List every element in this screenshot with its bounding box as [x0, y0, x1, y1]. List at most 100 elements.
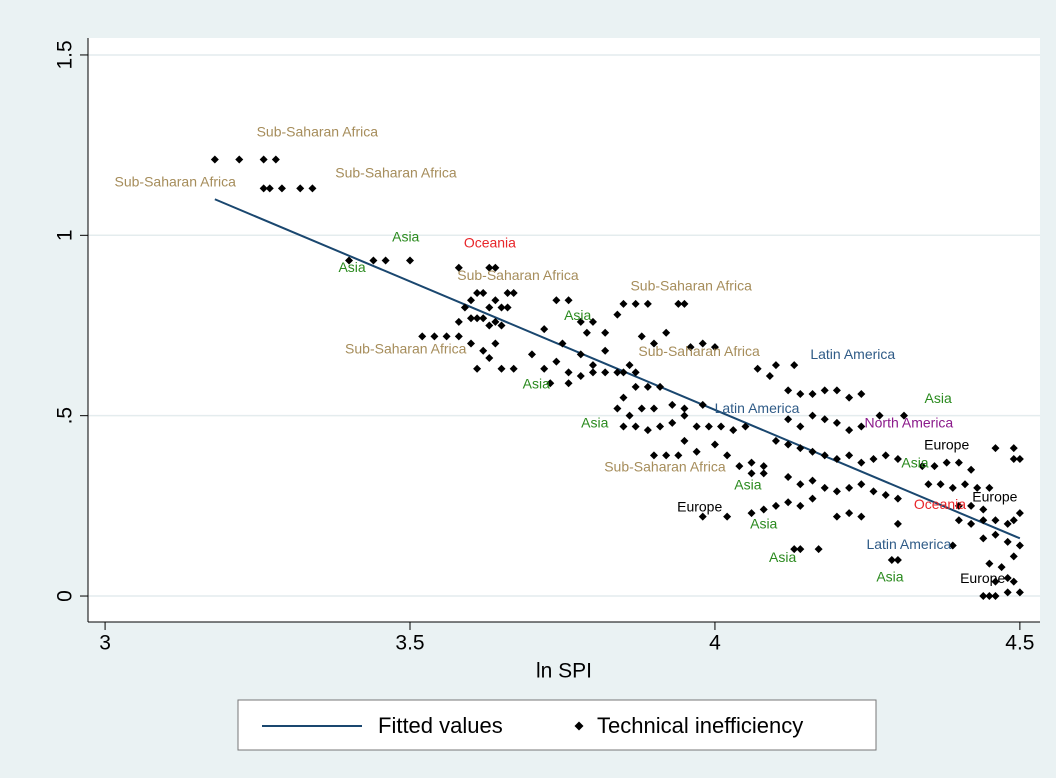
annotation: Sub-Saharan Africa — [115, 174, 237, 190]
point — [479, 289, 488, 298]
annotation: Asia — [876, 569, 903, 585]
point — [723, 451, 732, 460]
annotation: Sub-Saharan Africa — [457, 267, 579, 283]
point — [869, 454, 878, 463]
point — [698, 339, 707, 348]
annotation: Asia — [338, 259, 365, 275]
point — [631, 368, 640, 377]
legend-marker — [574, 721, 584, 731]
point — [832, 386, 841, 395]
point — [796, 545, 805, 554]
point — [625, 411, 634, 420]
point — [564, 379, 573, 388]
annotation: Asia — [392, 229, 419, 245]
point — [710, 440, 719, 449]
point — [741, 422, 750, 431]
point — [466, 339, 475, 348]
annotation: Oceania — [914, 496, 966, 512]
point — [588, 317, 597, 326]
point — [1009, 516, 1018, 525]
point — [454, 332, 463, 341]
point — [564, 296, 573, 305]
point — [613, 368, 622, 377]
point — [887, 555, 896, 564]
point — [656, 382, 665, 391]
point — [857, 390, 866, 399]
point — [991, 530, 1000, 539]
point — [345, 256, 354, 265]
point — [680, 299, 689, 308]
annotation: Asia — [581, 415, 608, 431]
point — [576, 317, 585, 326]
point — [649, 404, 658, 413]
point — [979, 534, 988, 543]
point — [979, 592, 988, 601]
point — [619, 368, 628, 377]
point — [601, 328, 610, 337]
annotation: Asia — [523, 376, 550, 392]
point — [845, 509, 854, 518]
point — [265, 184, 274, 193]
point — [509, 364, 518, 373]
point — [771, 501, 780, 510]
point — [985, 559, 994, 568]
point — [710, 343, 719, 352]
point — [747, 469, 756, 478]
point — [418, 332, 427, 341]
y-tick-label: .5 — [54, 407, 77, 425]
point — [491, 317, 500, 326]
point — [491, 296, 500, 305]
point — [460, 303, 469, 312]
point — [796, 390, 805, 399]
point — [430, 332, 439, 341]
point — [784, 440, 793, 449]
y-tick-label: 0 — [54, 590, 77, 602]
point — [1015, 541, 1024, 550]
point — [881, 491, 890, 500]
point — [662, 451, 671, 460]
point — [893, 555, 902, 564]
x-axis-title: ln SPI — [536, 660, 592, 683]
point — [540, 364, 549, 373]
point — [259, 184, 268, 193]
point — [985, 483, 994, 492]
point — [442, 332, 451, 341]
point — [832, 454, 841, 463]
point — [235, 155, 244, 164]
point — [308, 184, 317, 193]
point — [369, 256, 378, 265]
point — [857, 422, 866, 431]
point — [954, 458, 963, 467]
x-tick-label: 3.5 — [395, 632, 424, 655]
point — [784, 386, 793, 395]
annotation: Sub-Saharan Africa — [630, 278, 752, 294]
point — [1003, 537, 1012, 546]
point — [967, 501, 976, 510]
point — [1009, 552, 1018, 561]
annotation: Sub-Saharan Africa — [345, 341, 467, 357]
point — [857, 480, 866, 489]
point — [967, 465, 976, 474]
y-tick-label: 1 — [54, 229, 77, 241]
point — [491, 263, 500, 272]
point — [948, 483, 957, 492]
point — [649, 339, 658, 348]
point — [893, 494, 902, 503]
point — [582, 328, 591, 337]
point — [808, 476, 817, 485]
point — [680, 411, 689, 420]
point — [674, 451, 683, 460]
point — [857, 512, 866, 521]
point — [771, 436, 780, 445]
annotation: Sub-Saharan Africa — [638, 343, 760, 359]
point — [503, 303, 512, 312]
point — [845, 426, 854, 435]
point — [717, 422, 726, 431]
point — [942, 458, 951, 467]
point — [485, 321, 494, 330]
y-tick-label: 1.5 — [54, 40, 77, 69]
point — [692, 422, 701, 431]
annotation: Sub-Saharan Africa — [257, 124, 379, 140]
point — [808, 390, 817, 399]
point — [680, 436, 689, 445]
